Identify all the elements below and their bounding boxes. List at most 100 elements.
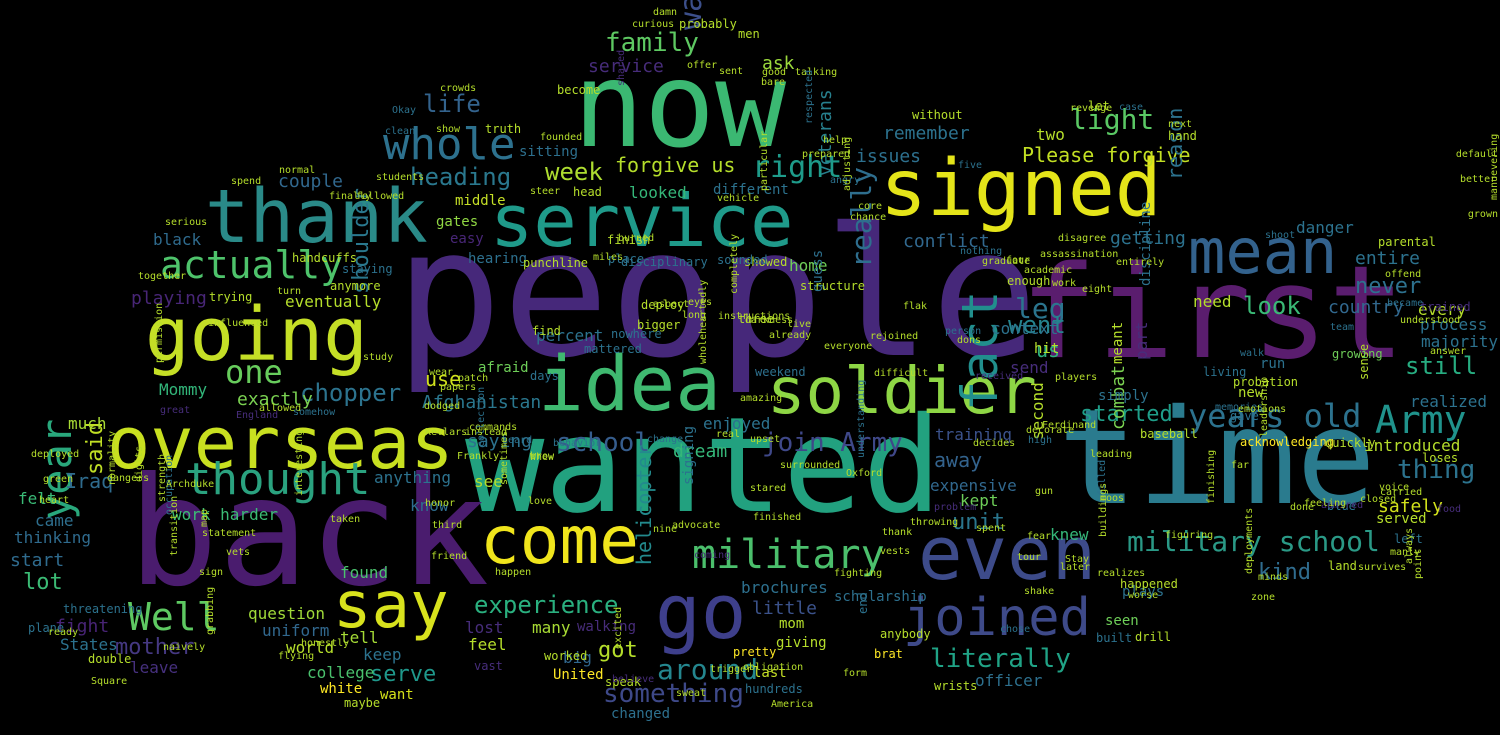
cloud-word: team xyxy=(1330,322,1355,333)
cloud-word: ask xyxy=(762,53,795,74)
cloud-word: patch xyxy=(458,373,489,384)
cloud-word: unit xyxy=(952,510,1005,535)
cloud-word: fear xyxy=(1027,531,1052,542)
cloud-word: allowed xyxy=(259,403,302,414)
cloud-word: darkness xyxy=(745,315,794,326)
cloud-word: majority xyxy=(1420,332,1498,351)
cloud-word: form xyxy=(843,668,868,679)
cloud-word: taken xyxy=(330,514,361,525)
cloud-word: wrists xyxy=(934,679,978,693)
cloud-word: tell xyxy=(340,628,379,647)
cloud-word: particular xyxy=(759,130,770,191)
cloud-word: people xyxy=(395,190,1038,397)
cloud-word: shake xyxy=(1024,586,1055,597)
cloud-word: together xyxy=(138,271,187,282)
cloud-word: throwing xyxy=(910,517,959,528)
cloud-word: showed xyxy=(744,255,788,269)
cloud-word: baseball xyxy=(1140,427,1198,441)
cloud-word: turn xyxy=(277,286,302,297)
cloud-word: believe xyxy=(612,674,655,685)
cloud-word: person xyxy=(945,326,982,337)
cloud-word: black xyxy=(153,230,202,249)
cloud-word: nine xyxy=(653,524,678,535)
cloud-word: walking xyxy=(577,619,637,635)
cloud-word: shoot xyxy=(1265,230,1296,241)
cloud-word: default xyxy=(1455,149,1498,160)
cloud-word: came xyxy=(35,511,74,530)
cloud-word: upset xyxy=(750,434,781,445)
cloud-word: never xyxy=(1355,274,1422,299)
cloud-word: three xyxy=(738,312,775,326)
cloud-word: disagree xyxy=(1058,233,1107,244)
cloud-word: spent xyxy=(976,523,1007,534)
cloud-word: introduced xyxy=(1364,436,1461,455)
cloud-word: somehow xyxy=(293,407,336,418)
cloud-word: many xyxy=(532,618,571,637)
cloud-word: little xyxy=(752,598,818,619)
cloud-word: naively xyxy=(163,642,206,653)
cloud-word: trained xyxy=(1420,300,1471,314)
cloud-word: clean xyxy=(385,126,416,137)
cloud-word: helicopter xyxy=(632,444,656,565)
cloud-word: thank xyxy=(882,527,913,538)
cloud-word: done xyxy=(1290,502,1315,513)
cloud-word: United xyxy=(553,667,604,683)
cloud-word: players xyxy=(1055,372,1098,383)
cloud-word: normal xyxy=(279,165,316,176)
cloud-word: sweat xyxy=(676,688,707,699)
cloud-word: voice xyxy=(1379,482,1410,493)
cloud-word: even xyxy=(918,511,1097,597)
cloud-word: something xyxy=(603,679,744,709)
cloud-word: academic xyxy=(1024,265,1073,276)
cloud-word: seen xyxy=(1105,613,1139,629)
cloud-word: advocate xyxy=(672,520,721,531)
cloud-word: Kevlars xyxy=(425,427,468,438)
cloud-word: remember xyxy=(883,123,970,144)
cloud-word: finished xyxy=(753,512,802,523)
cloud-word: hand xyxy=(1168,129,1197,143)
cloud-word: spend xyxy=(231,176,262,187)
cloud-word: live xyxy=(787,319,812,330)
cloud-word: keep xyxy=(363,645,402,664)
cloud-word: sent xyxy=(719,66,744,77)
cloud-word: speak xyxy=(605,675,642,689)
cloud-word: burned xyxy=(618,233,655,244)
cloud-word: parental xyxy=(1378,235,1436,249)
cloud-word: feel xyxy=(468,635,507,654)
cloud-word: land xyxy=(1328,559,1357,573)
cloud-word: zone xyxy=(1251,592,1276,603)
cloud-word: respected xyxy=(804,69,815,124)
cloud-word: eyes xyxy=(688,297,713,308)
cloud-word: serious xyxy=(165,217,208,228)
cloud-word: chose xyxy=(1000,624,1031,635)
cloud-word: light xyxy=(1070,103,1155,136)
cloud-word: Please forgive xyxy=(1022,143,1191,167)
cloud-word: change xyxy=(647,434,684,445)
cloud-word: brat xyxy=(874,647,903,661)
cloud-word: enough xyxy=(1007,274,1051,288)
cloud-word: family xyxy=(605,28,699,58)
cloud-word: thing xyxy=(1397,455,1476,485)
cloud-word: sometimes xyxy=(499,430,510,485)
cloud-word: angry xyxy=(830,175,861,186)
cloud-word: mother xyxy=(115,635,195,660)
cloud-word: permission xyxy=(154,302,165,363)
cloud-word: transition xyxy=(169,495,180,556)
cloud-word: interesting xyxy=(294,429,305,496)
cloud-word: two xyxy=(1036,125,1065,144)
cloud-word: hearing xyxy=(468,251,528,267)
cloud-word: manuevering xyxy=(1489,133,1500,200)
cloud-word: last xyxy=(753,665,787,681)
cloud-word: realized xyxy=(1410,392,1488,411)
cloud-word: walk xyxy=(1240,348,1265,359)
cloud-word: students xyxy=(376,172,425,183)
cloud-word: deploy xyxy=(641,298,685,312)
cloud-word: heard xyxy=(502,435,533,446)
cloud-word: couple xyxy=(278,171,344,192)
cloud-word: scholarship xyxy=(834,589,927,605)
cloud-word: statement xyxy=(202,528,257,539)
cloud-word: steer xyxy=(530,186,561,197)
cloud-word: actually xyxy=(160,243,344,287)
cloud-word: maybe xyxy=(344,696,381,710)
cloud-word: much xyxy=(68,414,107,433)
